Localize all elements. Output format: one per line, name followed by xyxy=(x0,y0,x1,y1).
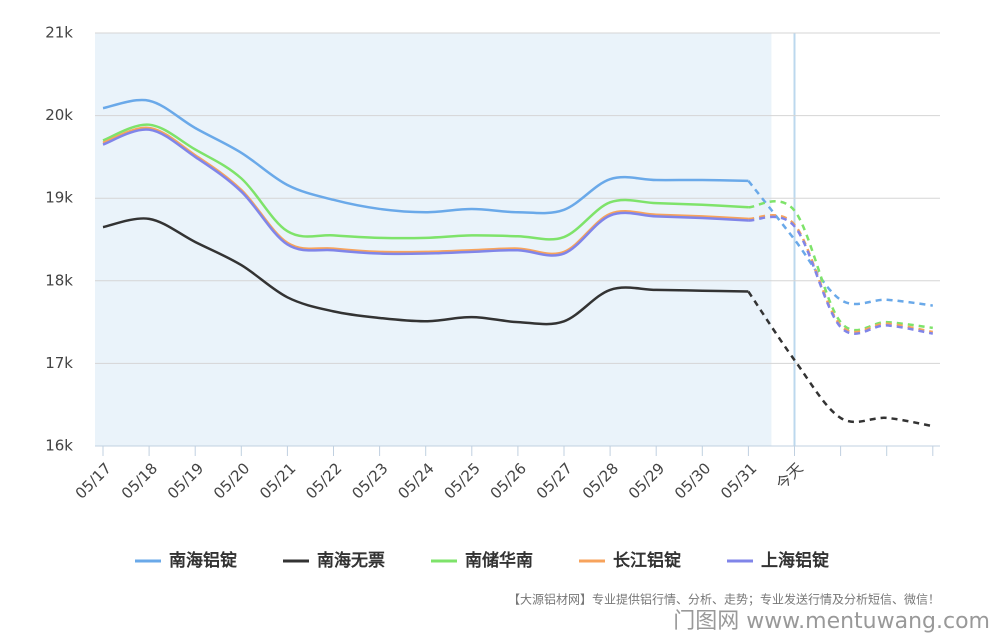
x-tick-label: 05/27 xyxy=(533,459,576,502)
x-tick-label: 05/24 xyxy=(394,459,437,502)
y-tick-label: 18k xyxy=(45,271,73,289)
y-tick-label: 16k xyxy=(45,437,73,455)
legend-label: 长江铝锭 xyxy=(613,550,681,571)
x-tick-label: 05/28 xyxy=(579,459,622,502)
series-line xyxy=(748,200,933,332)
x-tick-label: 05/18 xyxy=(118,459,161,502)
x-tick-label: 05/21 xyxy=(256,459,299,502)
series-line xyxy=(102,123,749,241)
series-line xyxy=(748,214,934,334)
series-line xyxy=(102,128,749,257)
series-line xyxy=(747,290,934,428)
y-tick-label: 17k xyxy=(45,354,73,372)
series-line xyxy=(102,217,749,326)
x-tick-label: 05/26 xyxy=(487,459,530,502)
x-tick-label: 05/17 xyxy=(72,459,115,502)
x-tick-label: 05/23 xyxy=(348,459,391,502)
x-tick-label: 05/29 xyxy=(625,459,668,502)
series-line xyxy=(102,126,749,256)
legend-label: 南储华南 xyxy=(465,550,533,571)
series-line xyxy=(747,180,933,307)
series-line xyxy=(748,215,934,335)
y-tick-label: 19k xyxy=(45,189,73,207)
watermark: 门图网 www.mentuwang.com xyxy=(673,609,990,634)
x-tick-label: 05/22 xyxy=(302,459,345,502)
y-tick-label: 21k xyxy=(45,24,73,42)
x-tick-label: 05/31 xyxy=(717,459,760,502)
x-tick-label: 05/20 xyxy=(210,459,253,502)
x-tick-label: 05/19 xyxy=(164,459,207,502)
legend-label: 上海铝锭 xyxy=(761,550,829,571)
history-region xyxy=(95,33,772,446)
legend-label: 南海铝锭 xyxy=(169,550,237,571)
x-tick-label: 今天 xyxy=(773,459,807,493)
series-line xyxy=(102,98,749,215)
footer: 【大源铝材网】专业提供铝行情、分析、走势；专业发送行情及分析短信、微信！ xyxy=(508,592,940,607)
x-tick-label: 05/25 xyxy=(441,459,484,502)
y-tick-label: 20k xyxy=(45,106,73,124)
legend-label: 南海无票 xyxy=(317,550,385,571)
x-tick-label: 05/30 xyxy=(671,459,714,502)
